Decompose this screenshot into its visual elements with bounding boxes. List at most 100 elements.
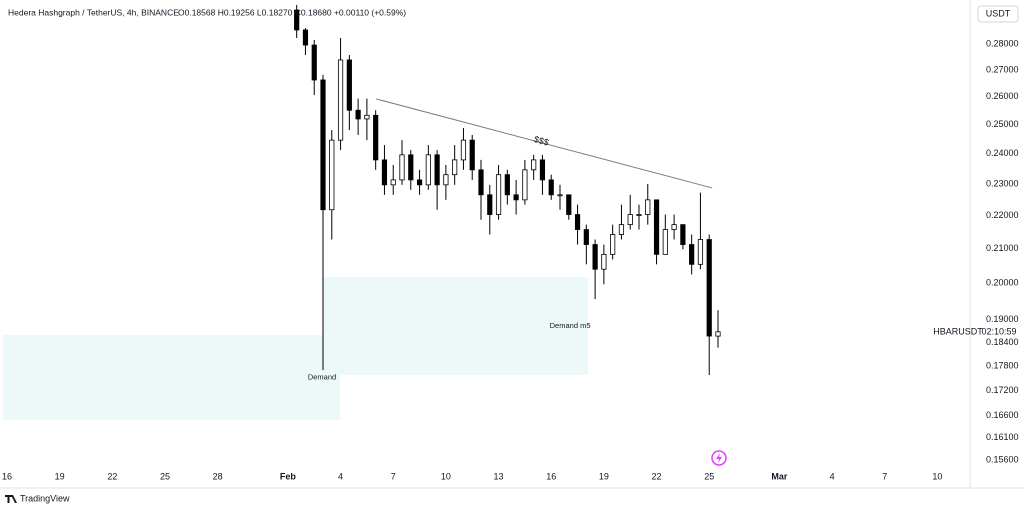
candle-body — [706, 239, 712, 337]
candle-body — [627, 214, 633, 226]
candle-body — [320, 79, 326, 211]
candle-body — [653, 199, 660, 255]
x-tick-label: 25 — [704, 471, 714, 481]
x-tick-label: 4 — [830, 471, 835, 481]
candle-body — [408, 154, 414, 181]
candle-body — [399, 154, 405, 181]
candle-body — [390, 179, 396, 186]
y-tick-label: 0.18400 — [986, 337, 1019, 347]
candle-body — [434, 154, 440, 186]
candle-body — [671, 224, 677, 230]
candle-body — [689, 244, 695, 265]
x-tick-label: 13 — [494, 471, 504, 481]
candle-body — [601, 253, 607, 270]
y-tick-label: 0.16100 — [986, 432, 1019, 442]
candle-body — [645, 199, 651, 215]
y-tick-label: 0.26000 — [986, 91, 1019, 101]
candle-body — [469, 139, 475, 171]
candle-body — [504, 174, 510, 196]
candle-body — [680, 224, 686, 245]
y-tick-label: 0.27000 — [986, 64, 1019, 74]
y-tick-label: 0.23000 — [986, 178, 1019, 188]
candle-body — [311, 44, 317, 81]
candle-body — [425, 154, 431, 186]
y-tick-label: 0.20000 — [986, 278, 1019, 288]
chart-title: Hedera Hashgraph / TetherUS, 4h, BINANCE — [8, 7, 179, 17]
candle-body — [636, 214, 642, 216]
candle-body — [557, 194, 563, 197]
x-tick-label: 19 — [599, 471, 609, 481]
currency-label: USDT — [986, 8, 1011, 18]
candle-body — [522, 169, 528, 201]
candle-body — [302, 29, 309, 46]
candle-body — [662, 229, 668, 255]
candle-body — [610, 234, 616, 255]
x-tick-label: 10 — [441, 471, 451, 481]
y-tick-label: 0.28000 — [986, 38, 1019, 48]
y-tick-label: 0.24000 — [986, 148, 1019, 158]
x-tick-label: Feb — [280, 471, 297, 481]
brand-logo[interactable] — [5, 495, 17, 503]
y-tick-label: 0.19000 — [986, 314, 1019, 324]
x-tick-label: 7 — [882, 471, 887, 481]
x-tick-label: 4 — [338, 471, 343, 481]
x-tick-label: 25 — [160, 471, 170, 481]
candle-body — [381, 159, 388, 186]
event-bolt[interactable] — [716, 453, 722, 463]
event-icon[interactable] — [711, 450, 727, 466]
x-tick-label: 22 — [652, 471, 662, 481]
y-tick-label: 0.17800 — [986, 361, 1019, 371]
y-tick-label: 0.15600 — [986, 454, 1019, 464]
brand[interactable]: TradingView — [5, 493, 70, 503]
candle-body — [416, 179, 423, 186]
x-tick-label: 28 — [213, 471, 223, 481]
y-tick-label: 0.21000 — [986, 243, 1019, 253]
candle-body — [364, 114, 370, 120]
candle-body — [452, 159, 458, 176]
countdown-label: 02:10:59 — [981, 326, 1016, 336]
candle-body — [548, 179, 554, 196]
candle-body — [583, 229, 589, 245]
candle-body — [513, 194, 519, 201]
candle-body — [592, 244, 598, 270]
demand-zone — [2, 334, 341, 421]
x-tick-label: 10 — [932, 471, 942, 481]
x-tick-label: Mar — [771, 471, 788, 481]
x-tick-label: 19 — [55, 471, 65, 481]
zone-label: Demand m5 — [550, 321, 591, 330]
trendline-label: $$$ — [533, 134, 550, 148]
candle-body — [294, 9, 300, 31]
candle-body — [539, 159, 546, 181]
x-tick-label: 16 — [546, 471, 556, 481]
x-tick-label: 22 — [107, 471, 117, 481]
candle-body — [329, 139, 335, 211]
currency-button[interactable] — [977, 5, 1019, 23]
y-tick-label: 0.25000 — [986, 119, 1019, 129]
candle-body — [531, 159, 537, 171]
candle-body — [715, 331, 721, 337]
symbol-label: HBARUSDT — [933, 326, 983, 336]
candle-body — [478, 169, 484, 196]
candle-body — [495, 174, 502, 215]
y-tick-label: 0.22000 — [986, 210, 1019, 220]
plot-area — [2, 5, 721, 421]
ohlc-legend: O0.18568 H0.19256 L0.18270 C0.18680 +0.0… — [178, 7, 406, 17]
candle-body — [355, 109, 361, 120]
y-tick-label: 0.17200 — [986, 385, 1019, 395]
candle-body — [460, 139, 467, 161]
demand-zone — [323, 276, 589, 375]
y-tick-label: 0.16600 — [986, 410, 1019, 420]
brand-name[interactable]: TradingView — [20, 493, 70, 503]
candle-body — [346, 59, 352, 111]
candle-body — [373, 114, 379, 161]
candle-body — [337, 59, 344, 141]
x-tick-label: 7 — [391, 471, 396, 481]
candle-body — [566, 194, 572, 215]
candle-body — [487, 194, 493, 215]
candle-body — [443, 174, 449, 186]
trendline — [376, 98, 713, 189]
candle-body — [618, 224, 625, 235]
x-tick-label: 16 — [2, 471, 12, 481]
